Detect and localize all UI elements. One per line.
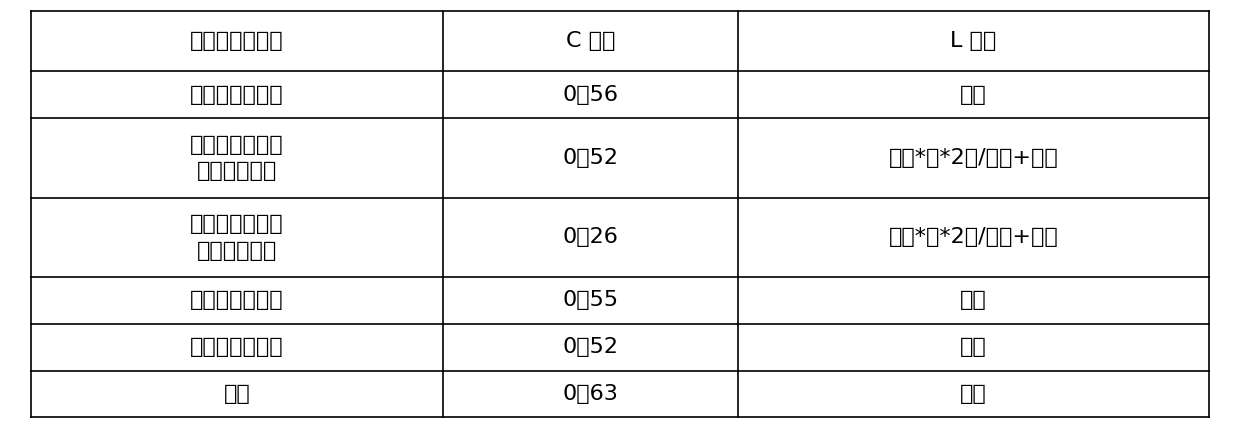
Text: 0．52: 0．52 xyxy=(563,337,619,357)
Text: 半径: 半径 xyxy=(960,384,987,404)
Text: 水平放置的平板
（热面朝下）: 水平放置的平板 （热面朝下） xyxy=(190,214,284,261)
Text: 0．56: 0．56 xyxy=(563,85,619,105)
Text: 直径: 直径 xyxy=(960,337,987,357)
Text: 0．26: 0．26 xyxy=(563,227,619,247)
Text: 垂直放置的平板: 垂直放置的平板 xyxy=(190,85,284,105)
Text: 球体: 球体 xyxy=(223,384,250,404)
Text: 水平放置的平板
（热面朝上）: 水平放置的平板 （热面朝上） xyxy=(190,135,284,181)
Text: 垂直放置的圆柱: 垂直放置的圆柱 xyxy=(190,291,284,310)
Text: C 取值: C 取值 xyxy=(565,31,615,51)
Text: 高度: 高度 xyxy=(960,85,987,105)
Text: 形状与设置条件: 形状与设置条件 xyxy=(190,31,284,51)
Text: 0．52: 0．52 xyxy=(563,148,619,168)
Text: 0．63: 0．63 xyxy=(563,384,619,404)
Text: 0．55: 0．55 xyxy=(563,291,619,310)
Text: （纵*横*2）/（纵+横）: （纵*横*2）/（纵+横） xyxy=(889,148,1058,168)
Text: L 取值: L 取值 xyxy=(950,31,997,51)
Text: （纵*横*2）/（纵+横）: （纵*横*2）/（纵+横） xyxy=(889,227,1058,247)
Text: 高度: 高度 xyxy=(960,291,987,310)
Text: 水平放置的圆柱: 水平放置的圆柱 xyxy=(190,337,284,357)
